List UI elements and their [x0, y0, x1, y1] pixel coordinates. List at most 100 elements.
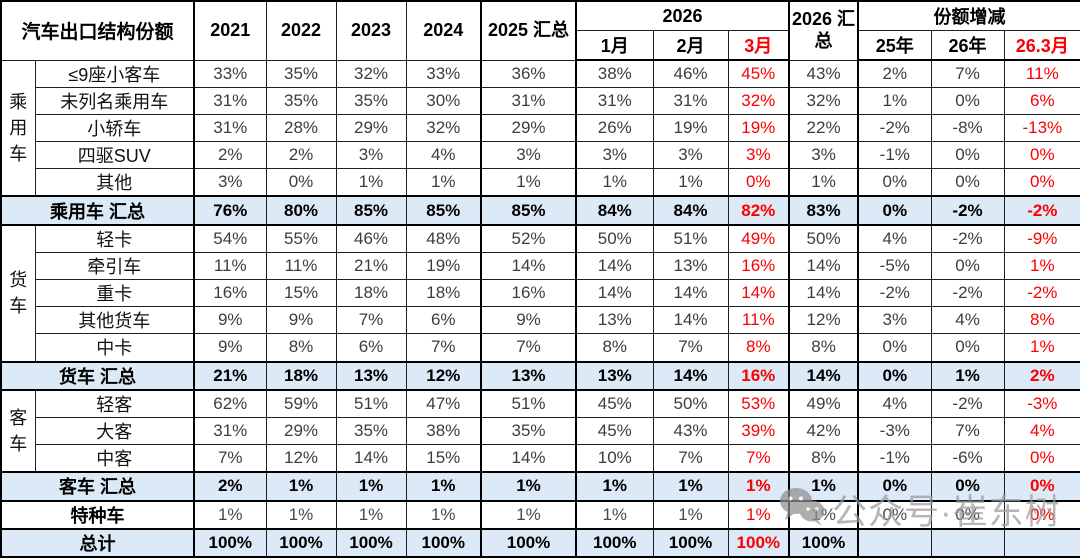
value-cell: 43%	[788, 59, 859, 88]
category-cell: 客 车	[0, 389, 36, 473]
value-cell: 9%	[193, 333, 267, 363]
value-cell: 4%	[1003, 416, 1080, 446]
value-cell: 29%	[265, 416, 337, 446]
value-cell: 18%	[265, 360, 337, 391]
value-cell: -5%	[857, 251, 932, 281]
value-cell	[1003, 527, 1080, 558]
value-cell	[930, 527, 1005, 558]
value-cell: 8%	[265, 333, 337, 363]
value-cell: 3%	[193, 168, 267, 197]
summary-label: 货车 汇总	[0, 360, 196, 391]
value-cell: 1%	[480, 471, 577, 502]
value-cell: 3%	[727, 141, 790, 170]
value-cell: 21%	[193, 360, 267, 391]
category-cell: 乘 用 车	[0, 59, 36, 197]
value-cell: 16%	[193, 278, 267, 308]
value-cell: 7%	[652, 333, 729, 363]
value-cell	[857, 527, 932, 558]
value-cell: 55%	[265, 224, 337, 253]
value-cell: 54%	[193, 224, 267, 253]
value-cell: 0%	[727, 168, 790, 197]
value-cell: 100%	[480, 527, 577, 558]
value-cell: 0%	[930, 168, 1005, 197]
value-cell: 42%	[788, 416, 859, 446]
row-label: ≤9座小客车	[34, 59, 196, 88]
value-cell: 12%	[265, 444, 337, 473]
value-cell: 13%	[575, 306, 654, 335]
value-cell: 52%	[480, 224, 577, 253]
value-cell: 100%	[727, 527, 790, 558]
value-cell: 48%	[405, 224, 482, 253]
value-cell: 0%	[857, 195, 932, 226]
value-cell: 49%	[788, 389, 859, 418]
value-cell: -2%	[1003, 195, 1080, 226]
col-header-2021: 2021	[193, 0, 267, 61]
value-cell: 38%	[575, 59, 654, 88]
value-cell: 14%	[575, 278, 654, 308]
col-header-feb: 2月	[652, 30, 729, 61]
value-cell: 21%	[335, 251, 407, 281]
row-label: 中卡	[34, 333, 196, 363]
row-label: 小轿车	[34, 113, 196, 143]
table-row: 中卡 9% 8% 6% 7% 7% 8% 7% 8% 8% 0% 0% 1%	[1, 333, 1080, 363]
summary-row: 客车 汇总 2% 1% 1% 1% 1% 1% 1% 1% 1% 0% 0% 0%	[0, 471, 1080, 502]
col-header-share-change-group: 份额增减	[857, 0, 1080, 31]
row-label: 其他	[34, 168, 196, 197]
value-cell: 85%	[335, 195, 407, 226]
value-cell: 7%	[193, 444, 267, 473]
value-cell: 85%	[480, 195, 577, 226]
value-cell: 30%	[405, 86, 482, 115]
value-cell: 1%	[575, 471, 654, 502]
value-cell: 100%	[575, 527, 654, 558]
value-cell: 14%	[480, 444, 577, 473]
table-row: 大客 31% 29% 35% 38% 35% 45% 43% 39% 42% -3% 7% 4%	[1, 416, 1080, 446]
value-cell: 4%	[857, 389, 932, 418]
value-cell: -2%	[1003, 278, 1080, 308]
value-cell: 22%	[788, 113, 859, 143]
value-cell: 53%	[727, 389, 790, 418]
value-cell: 14%	[788, 251, 859, 281]
value-cell: 0%	[1003, 168, 1080, 197]
value-cell: 3%	[575, 141, 654, 170]
table-row: 牵引车 11% 11% 21% 19% 14% 14% 13% 16% 14% -5% 0% 1%	[1, 251, 1080, 281]
value-cell: 43%	[652, 416, 729, 446]
value-cell: 35%	[480, 416, 577, 446]
value-cell: 7%	[405, 333, 482, 363]
value-cell: -3%	[1003, 389, 1080, 418]
value-cell: 1%	[930, 360, 1005, 391]
value-cell: 2%	[193, 471, 267, 502]
value-cell: 11%	[1003, 59, 1080, 88]
value-cell: 33%	[193, 59, 267, 88]
value-cell: 1%	[265, 499, 337, 530]
value-cell: 11%	[193, 251, 267, 281]
value-cell: 1%	[652, 168, 729, 197]
value-cell: 3%	[335, 141, 407, 170]
value-cell: -2%	[857, 113, 932, 143]
col-header-change-26: 26年	[930, 30, 1005, 61]
value-cell: 26%	[575, 113, 654, 143]
value-cell: 1%	[788, 471, 859, 502]
table-title: 汽车出口结构份额	[0, 0, 196, 61]
value-cell: 0%	[265, 168, 337, 197]
value-cell: 15%	[265, 278, 337, 308]
table-row: 客 车轻客 62% 59% 51% 47% 51% 45% 50% 53% 49% 4% -2% -3%	[0, 389, 1080, 473]
value-cell: 1%	[788, 499, 859, 530]
value-cell: 13%	[575, 360, 654, 391]
special-row: 特种车 1% 1% 1% 1% 1% 1% 1% 1% 1% 0% 0% 0%	[0, 499, 1080, 530]
value-cell: 35%	[335, 416, 407, 446]
value-cell: 0%	[930, 141, 1005, 170]
table-body: 乘 用 车 ≤9座小客车 33% 35% 32% 33% 36% 38% 46% 45% 43% 2%…	[0, 59, 1080, 558]
row-label: 轻卡	[34, 224, 196, 253]
value-cell: 1%	[335, 499, 407, 530]
value-cell: 1%	[788, 168, 859, 197]
value-cell: 31%	[193, 416, 267, 446]
value-cell: 6%	[1003, 86, 1080, 115]
value-cell: 8%	[727, 333, 790, 363]
value-cell: 1%	[1003, 251, 1080, 281]
value-cell: 19%	[405, 251, 482, 281]
value-cell: 50%	[788, 224, 859, 253]
value-cell: 84%	[575, 195, 654, 226]
value-cell: 35%	[265, 86, 337, 115]
